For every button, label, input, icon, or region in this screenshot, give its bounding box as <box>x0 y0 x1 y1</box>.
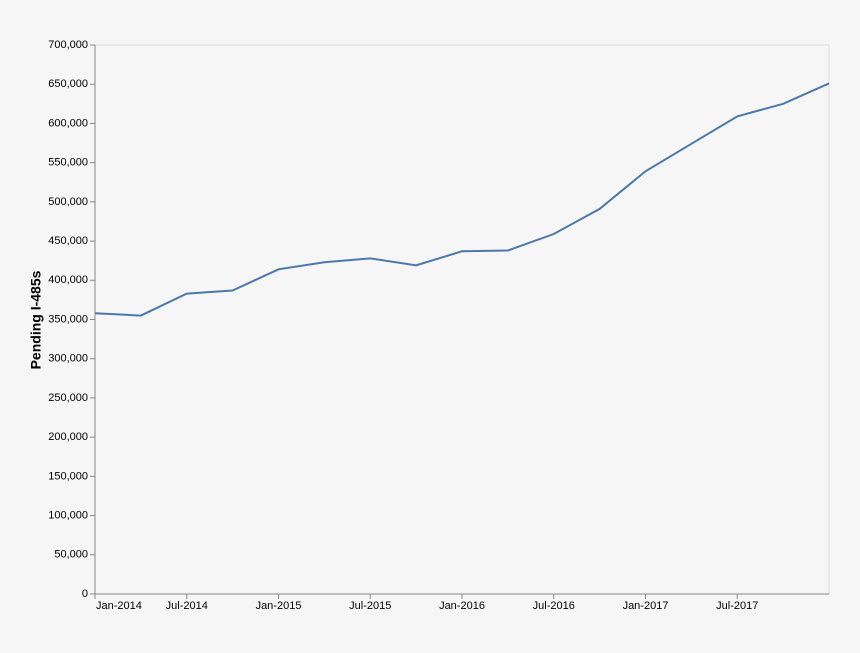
y-tick-label: 700,000 <box>48 39 88 51</box>
x-tick-label: Jul-2017 <box>716 600 758 612</box>
y-tick-label: 300,000 <box>48 353 88 365</box>
y-tick-label: 0 <box>82 588 88 600</box>
x-tick-label: Jul-2016 <box>533 600 575 612</box>
y-tick-label: 400,000 <box>48 274 88 286</box>
y-tick-label: 250,000 <box>48 392 88 404</box>
y-tick-label: 450,000 <box>48 235 88 247</box>
y-tick-label: 50,000 <box>54 549 88 561</box>
x-tick-label: Jan-2016 <box>439 600 485 612</box>
y-tick-label: 500,000 <box>48 196 88 208</box>
y-tick-label: 150,000 <box>48 470 88 482</box>
x-tick-label: Jan-2014 <box>96 600 142 612</box>
x-tick-label: Jan-2017 <box>623 600 669 612</box>
y-tick-label: 350,000 <box>48 313 88 325</box>
x-tick-label: Jan-2015 <box>256 600 302 612</box>
y-tick-label: 550,000 <box>48 157 88 169</box>
x-tick-label: Jul-2015 <box>349 600 391 612</box>
x-tick-label: Jul-2014 <box>166 600 208 612</box>
y-tick-label: 100,000 <box>48 509 88 521</box>
data-line <box>94 82 830 317</box>
y-tick-label: 600,000 <box>48 117 88 129</box>
y-tick-label: 650,000 <box>48 78 88 90</box>
y-axis-label: Pending I-485s <box>28 270 44 369</box>
y-tick-label: 200,000 <box>48 431 88 443</box>
